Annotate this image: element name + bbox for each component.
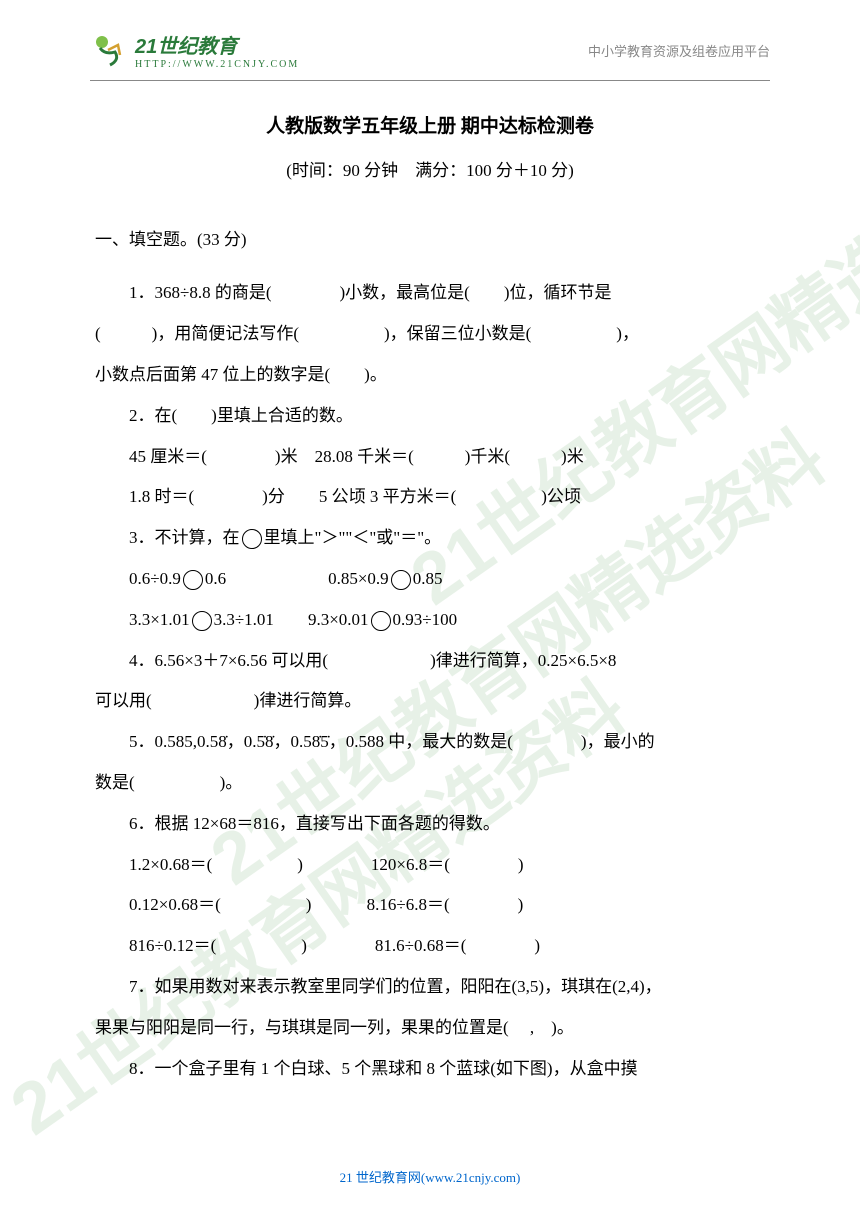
document-content: 人教版数学五年级上册 期中达标检测卷 (时间：90 分钟 满分：100 分＋10…	[0, 111, 860, 1089]
question-7-line2: 果果与阳阳是同一行，与琪琪是同一列，果果的位置是( , )。	[95, 1008, 765, 1049]
question-6-line-a: 1.2×0.68＝( ) 120×6.8＝( )	[95, 845, 765, 886]
question-2-line-a: 45 厘米＝( )米 28.08 千米＝( )千米( )米	[95, 437, 765, 478]
circle-blank-icon	[192, 611, 212, 631]
question-5-line2: 数是( )。	[95, 763, 765, 804]
question-5-line1: 5．0.585,0.58̇，0.5̇8̇，0.58̇5̇，0.588 中，最大的…	[95, 722, 765, 763]
document-subtitle: (时间：90 分钟 满分：100 分＋10 分)	[95, 156, 765, 181]
logo: 21世纪教育 HTTP://WWW.21CNJY.COM	[90, 30, 299, 70]
section-1-header: 一、填空题。(33 分)	[95, 221, 765, 258]
question-3-line-a: 0.6÷0.90.6 0.85×0.90.85	[95, 559, 765, 600]
question-2-line-b: 1.8 时＝( )分 5 公顷 3 平方米＝( )公顷	[95, 477, 765, 518]
circle-blank-icon	[391, 570, 411, 590]
question-6-line-b: 0.12×0.68＝( ) 8.16÷6.8＝( )	[95, 885, 765, 926]
question-3-line-b: 3.3×1.013.3÷1.01 9.3×0.010.93÷100	[95, 600, 765, 641]
question-1-line2: ( )，用简便记法写作( )，保留三位小数是( )，	[95, 314, 765, 355]
question-1-line3: 小数点后面第 47 位上的数字是( )。	[95, 355, 765, 396]
logo-subtext: HTTP://WWW.21CNJY.COM	[135, 59, 299, 70]
question-7-line1: 7．如果用数对来表示教室里同学们的位置，阳阳在(3,5)，琪琪在(2,4)，	[95, 967, 765, 1008]
circle-blank-icon	[242, 529, 262, 549]
question-1-line1: 1．368÷8.8 的商是( )小数，最高位是( )位，循环节是	[95, 273, 765, 314]
question-6: 6．根据 12×68＝816，直接写出下面各题的得数。	[95, 804, 765, 845]
page-header: 21世纪教育 HTTP://WWW.21CNJY.COM 中小学教育资源及组卷应…	[0, 0, 860, 80]
logo-icon	[90, 30, 130, 70]
question-6-line-c: 816÷0.12＝( ) 81.6÷0.68＝( )	[95, 926, 765, 967]
question-3: 3．不计算，在里填上"＞""＜"或"＝"。	[95, 518, 765, 559]
circle-blank-icon	[183, 570, 203, 590]
page-footer: 21 世纪教育网(www.21cnjy.com)	[0, 1167, 860, 1186]
header-right-text: 中小学教育资源及组卷应用平台	[588, 41, 770, 60]
logo-text: 21世纪教育	[135, 30, 299, 59]
question-8: 8．一个盒子里有 1 个白球、5 个黑球和 8 个蓝球(如下图)，从盒中摸	[95, 1049, 765, 1090]
header-divider	[90, 80, 770, 81]
document-title: 人教版数学五年级上册 期中达标检测卷	[95, 111, 765, 138]
question-4-line2: 可以用( )律进行简算。	[95, 681, 765, 722]
question-2: 2．在( )里填上合适的数。	[95, 396, 765, 437]
circle-blank-icon	[371, 611, 391, 631]
question-4-line1: 4．6.56×3＋7×6.56 可以用( )律进行简算，0.25×6.5×8	[95, 641, 765, 682]
